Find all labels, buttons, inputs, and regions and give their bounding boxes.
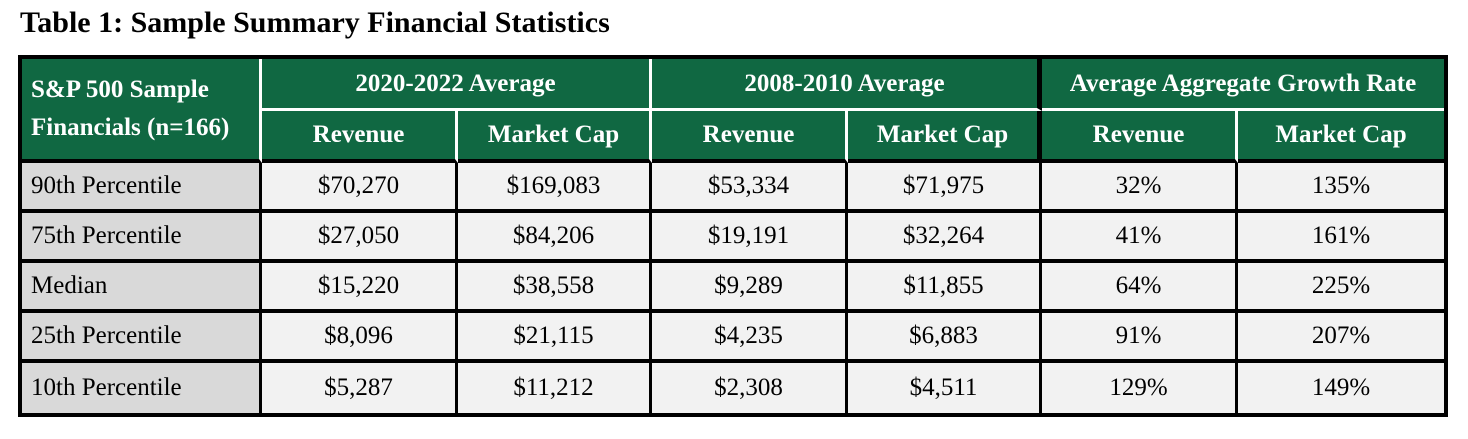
corner-header: S&P 500 Sample Financials (n=166) [22,59,262,163]
table-row-10th-percentile: 10th Percentile $5,287 $11,212 $2,308 $4… [22,363,1444,413]
subheader-market-cap-2008-2010: Market Cap [848,111,1042,163]
value-cell: 225% [1238,263,1444,313]
value-cell: $169,083 [458,163,652,213]
group-header-2020-2022-average: 2020-2022 Average [262,59,652,111]
value-cell: $8,096 [262,313,458,363]
value-cell: $38,558 [458,263,652,313]
value-cell: $19,191 [652,213,848,263]
row-label: Median [22,263,262,313]
corner-header-line1: S&P 500 Sample [31,76,209,103]
header-group-row: S&P 500 Sample Financials (n=166) 2020-2… [22,59,1444,163]
table-row-90th-percentile: 90th Percentile $70,270 $169,083 $53,334… [22,163,1444,213]
financial-statistics-table: S&P 500 Sample Financials (n=166) 2020-2… [18,55,1448,417]
value-cell: 207% [1238,313,1444,363]
value-cell: $4,511 [848,363,1042,413]
value-cell: $84,206 [458,213,652,263]
value-cell: 161% [1238,213,1444,263]
group-header-2008-2010-average: 2008-2010 Average [652,59,1042,111]
value-cell: $71,975 [848,163,1042,213]
value-cell: $32,264 [848,213,1042,263]
row-label: 75th Percentile [22,213,262,263]
subheader-revenue-2020-2022: Revenue [262,111,458,163]
value-cell: 149% [1238,363,1444,413]
table-row-median: Median $15,220 $38,558 $9,289 $11,855 64… [22,263,1444,313]
group-header-average-aggregate-growth-rate: Average Aggregate Growth Rate [1042,59,1444,111]
table-row-75th-percentile: 75th Percentile $27,050 $84,206 $19,191 … [22,213,1444,263]
value-cell: 91% [1042,313,1238,363]
value-cell: $21,115 [458,313,652,363]
value-cell: $2,308 [652,363,848,413]
value-cell: $5,287 [262,363,458,413]
subheader-market-cap-growth: Market Cap [1238,111,1444,163]
subheader-revenue-2008-2010: Revenue [652,111,848,163]
value-cell: 129% [1042,363,1238,413]
corner-header-line2: Financials (n=166) [31,114,230,141]
value-cell: $70,270 [262,163,458,213]
value-cell: 135% [1238,163,1444,213]
row-label: 90th Percentile [22,163,262,213]
value-cell: $53,334 [652,163,848,213]
subheader-revenue-growth: Revenue [1042,111,1238,163]
value-cell: $9,289 [652,263,848,313]
value-cell: $11,212 [458,363,652,413]
subheader-market-cap-2020-2022: Market Cap [458,111,652,163]
row-label: 25th Percentile [22,313,262,363]
table-row-25th-percentile: 25th Percentile $8,096 $21,115 $4,235 $6… [22,313,1444,363]
table-title: Table 1: Sample Summary Financial Statis… [20,6,610,39]
value-cell: 41% [1042,213,1238,263]
value-cell: $11,855 [848,263,1042,313]
value-cell: 32% [1042,163,1238,213]
header-sub-row: Revenue Market Cap Revenue Market Cap Re… [22,111,1444,163]
value-cell: $6,883 [848,313,1042,363]
row-label: 10th Percentile [22,363,262,413]
value-cell: $27,050 [262,213,458,263]
value-cell: 64% [1042,263,1238,313]
value-cell: $15,220 [262,263,458,313]
value-cell: $4,235 [652,313,848,363]
